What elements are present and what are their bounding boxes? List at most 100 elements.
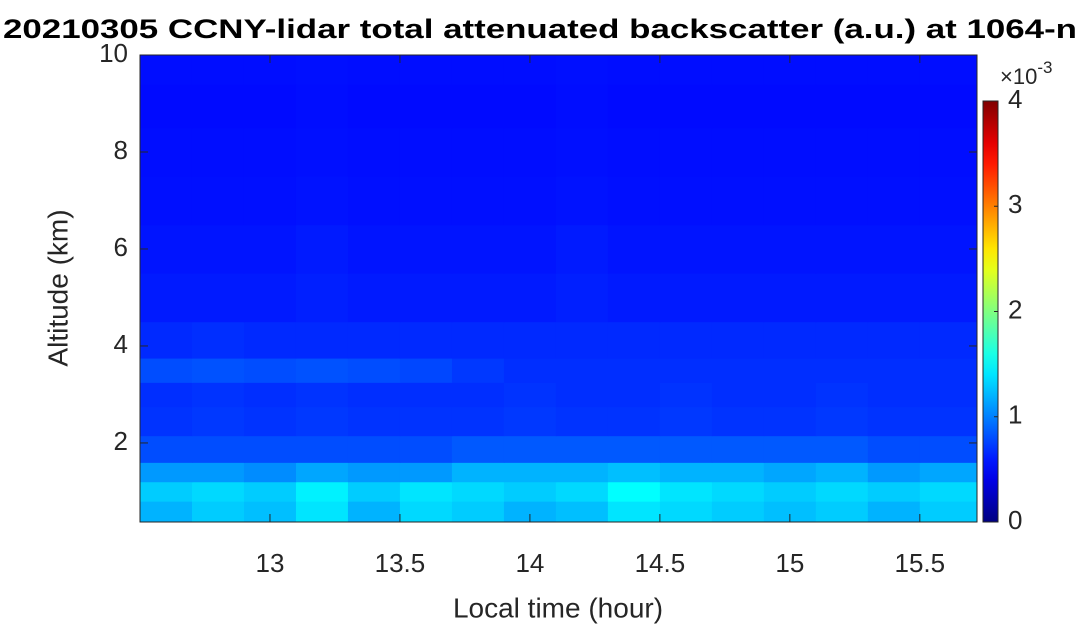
heat-cell (607, 501, 661, 523)
heat-cell (191, 481, 245, 502)
heat-cell (140, 462, 193, 483)
heat-cell (243, 382, 297, 408)
heat-cell (815, 273, 869, 323)
heat-cell (140, 224, 193, 274)
heat-cell (555, 55, 609, 85)
heat-cell (711, 321, 765, 359)
heat-cell (399, 382, 453, 408)
heat-cell (503, 435, 557, 463)
heat-cell (451, 224, 505, 274)
heat-cell (140, 435, 193, 463)
heat-cell (711, 358, 765, 383)
heat-cell (191, 501, 245, 523)
heat-cell (399, 321, 453, 359)
heat-cell (347, 84, 401, 129)
heat-cell (243, 406, 297, 437)
heat-cell (140, 501, 193, 523)
heat-cell (919, 224, 978, 274)
exponent-power: -3 (1037, 58, 1052, 77)
heat-cell (659, 462, 713, 483)
heat-cell (555, 406, 609, 437)
heat-cell (295, 406, 349, 437)
heat-cell (295, 55, 349, 85)
heat-cell (607, 84, 661, 129)
plot-frame (139, 54, 978, 523)
heat-cell (347, 127, 401, 177)
heat-cell (399, 358, 453, 383)
heat-cell (399, 501, 453, 523)
heat-cell (711, 481, 765, 502)
heat-cell (867, 501, 921, 523)
heat-cell (555, 224, 609, 274)
heat-cell (399, 84, 453, 129)
heat-cell (451, 358, 505, 383)
x-tick-label: 14.5 (635, 548, 686, 578)
heat-cell (867, 321, 921, 359)
heat-cell (815, 358, 869, 383)
heat-cell (919, 273, 978, 323)
heat-cell (503, 481, 557, 502)
heat-cell (191, 435, 245, 463)
heat-cell (347, 358, 401, 383)
heat-cell (451, 382, 505, 408)
heat-cell (399, 462, 453, 483)
y-tick-label: 8 (114, 135, 128, 165)
heat-cell (140, 127, 193, 177)
heat-cell (191, 462, 245, 483)
heat-cell (503, 224, 557, 274)
heat-cell (503, 273, 557, 323)
heat-cell (295, 382, 349, 408)
heat-cell (763, 84, 817, 129)
heat-cell (191, 176, 245, 226)
heat-cell (919, 382, 978, 408)
heat-cell (763, 435, 817, 463)
heat-cell (191, 224, 245, 274)
heat-cell (140, 84, 193, 129)
x-tick-label: 14 (515, 548, 544, 578)
heat-cell (659, 224, 713, 274)
heat-cell (711, 462, 765, 483)
heat-cell (347, 481, 401, 502)
heat-cell (607, 176, 661, 226)
heat-cell (763, 406, 817, 437)
heat-cell (140, 273, 193, 323)
heat-cell (919, 321, 978, 359)
heat-cell (659, 382, 713, 408)
heat-cell (763, 321, 817, 359)
heat-cell (399, 176, 453, 226)
heat-cell (451, 481, 505, 502)
heat-cell (919, 358, 978, 383)
heat-cell (243, 435, 297, 463)
colorbar-tick-label: 0 (1008, 505, 1022, 535)
heat-cell (607, 224, 661, 274)
colorbar-exponent: ×10-3 (1000, 58, 1052, 88)
heat-cell (399, 435, 453, 463)
y-tick-label: 2 (114, 426, 128, 456)
heat-cell (607, 406, 661, 437)
heat-cell (815, 406, 869, 437)
heat-cell (555, 481, 609, 502)
heat-cell (815, 224, 869, 274)
heat-cell (763, 273, 817, 323)
heat-cell (191, 273, 245, 323)
heat-cell (763, 481, 817, 502)
heat-cell (919, 55, 978, 85)
heat-cell (919, 481, 978, 502)
heat-cell (555, 321, 609, 359)
heat-cell (503, 321, 557, 359)
heat-cell (243, 321, 297, 359)
heat-cell (347, 501, 401, 523)
chart-title: 20210305 CCNY-lidar total attenuated bac… (3, 14, 1077, 44)
heat-cell (711, 84, 765, 129)
heat-cell (243, 84, 297, 129)
colorbar-tick-label: 2 (1008, 294, 1022, 324)
heat-cell (451, 84, 505, 129)
heat-cell (659, 481, 713, 502)
heat-cell (399, 127, 453, 177)
heat-cell (140, 382, 193, 408)
heat-cell (815, 55, 869, 85)
x-tick-label: 15 (775, 548, 804, 578)
heat-cell (191, 382, 245, 408)
